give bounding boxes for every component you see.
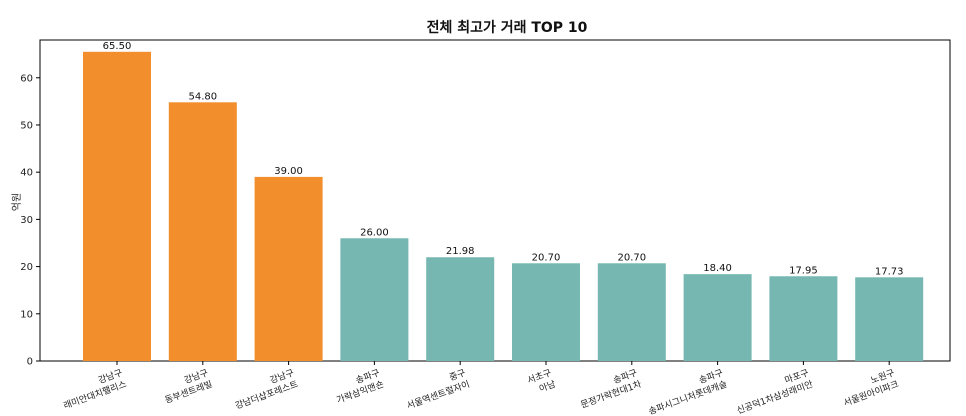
y-tick-label: 40: [20, 168, 33, 179]
y-tick-label: 20: [20, 262, 33, 273]
bar-value-label: 17.73: [875, 266, 904, 277]
bar: [168, 102, 237, 361]
y-tick-label: 60: [20, 73, 33, 84]
x-tick-label-complex: 신공덕1차삼성래미안: [735, 378, 815, 416]
x-tick-label-complex: 아남: [538, 379, 557, 395]
bar-value-label: 54.80: [188, 91, 217, 102]
y-tick-label: 0: [27, 357, 33, 368]
x-tick-label-complex: 서울역센트럴자이: [405, 379, 471, 412]
bar: [683, 274, 752, 361]
y-tick-label: 10: [20, 309, 33, 320]
y-axis: 0 10 20 30 40 50 60: [20, 73, 40, 368]
bar: [340, 238, 409, 361]
bar-value-label: 39.00: [274, 166, 303, 177]
bar-value-label: 20.70: [532, 252, 561, 263]
bar-value-label: 20.70: [617, 252, 646, 263]
bar-value-label: 65.50: [103, 41, 132, 52]
bar: [769, 276, 838, 361]
y-axis-label: 억원: [11, 193, 23, 211]
y-tick-label: 50: [20, 120, 33, 131]
bar: [855, 277, 924, 361]
bar: [254, 176, 323, 361]
bar-value-label: 18.40: [703, 263, 732, 274]
bar-value-label: 21.98: [446, 246, 475, 257]
bar: [597, 263, 666, 361]
x-tick-label-district: 중구: [448, 367, 467, 383]
chart-title: 전체 최고가 거래 TOP 10: [427, 19, 588, 36]
data-labels: 65.50 54.80 39.00 26.00 21.98 20.70 20.70 18.40…: [103, 41, 904, 278]
x-tick-label-complex: 송파시그니처롯데캐슬: [647, 378, 729, 416]
bars: [83, 51, 924, 361]
x-tick-label-complex: 강남더샵포레스트: [234, 379, 300, 412]
bar-value-label: 26.00: [360, 227, 389, 238]
bar: [83, 51, 151, 361]
y-tick-label: 30: [20, 215, 33, 226]
x-tick-label-complex: 문정가락현대1차: [579, 378, 644, 411]
plot-area: [39, 39, 951, 362]
bar-value-label: 17.95: [789, 265, 818, 276]
bar: [426, 257, 495, 361]
x-tick-label-complex: 래미안대치팰리스: [62, 378, 128, 412]
bar: [512, 263, 580, 361]
